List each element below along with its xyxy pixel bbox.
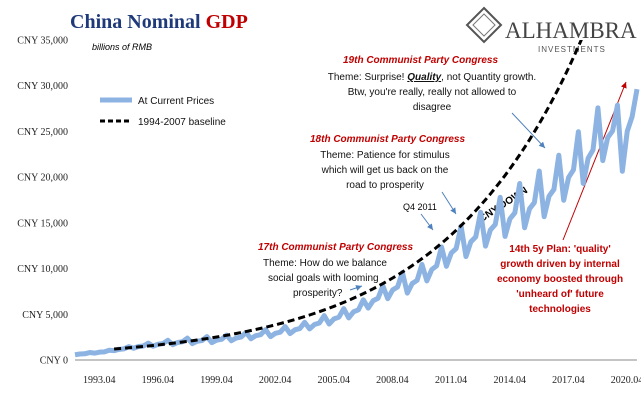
y-tick-label: CNY 15,000: [17, 218, 68, 229]
logo: ALHAMBRA INVESTMENTS: [465, 6, 637, 54]
x-tick-label: 1999.04: [200, 375, 233, 386]
annotation-line: Theme: How do we balance: [263, 258, 387, 269]
legend-label: At Current Prices: [138, 96, 214, 107]
legend: At Current Prices 1994-2007 baseline: [100, 96, 226, 128]
annotation-title: 18th Communist Party Congress: [310, 134, 465, 145]
annotation-line: Btw, you're really, really not allowed t…: [348, 87, 517, 98]
legend-label: 1994-2007 baseline: [138, 117, 226, 128]
x-tick-label: 1996.04: [142, 375, 175, 386]
annotation-line: 14th 5y Plan: 'quality': [509, 244, 610, 255]
chart-title: China Nominal GDP: [70, 11, 248, 33]
series-line: [74, 88, 640, 358]
arrow: [420, 213, 434, 231]
annotation-title: 19th Communist Party Congress: [343, 55, 498, 66]
y-tick-label: CNY 20,000: [17, 173, 68, 184]
x-tick-label: 2008.04: [376, 375, 409, 386]
annotation-title: 17th Communist Party Congress: [258, 242, 413, 253]
x-tick-label: 1993.04: [83, 375, 116, 386]
annotation: Q4 2011: [403, 202, 437, 212]
y-tick-label: CNY 35,000: [17, 36, 68, 47]
y-tick-label: CNY 10,000: [17, 264, 68, 275]
title-highlight: GDP: [206, 11, 248, 33]
x-tick-label: 2014.04: [493, 375, 526, 386]
annotation-line: Theme: Surprise! Quality, not Quantity g…: [328, 72, 536, 83]
annotation-line: 'unheard of' future: [516, 289, 604, 300]
x-tick-label: 2005.04: [318, 375, 351, 386]
y-tick-label: CNY 0: [40, 356, 68, 367]
arrow: [349, 285, 363, 291]
annotation-line: technologies: [529, 304, 591, 315]
y-tick-label: CNY 5,000: [22, 310, 68, 321]
subtitle: billions of RMB: [92, 42, 152, 52]
annotation-part: Theme: Surprise!: [328, 72, 407, 83]
annotation-line: economy boosted through: [497, 274, 623, 285]
annotation-line: which will get us back on the: [321, 165, 449, 176]
annotation-part: Quality: [407, 72, 441, 83]
arrow: [441, 191, 457, 215]
x-tick-label: 2002.04: [259, 375, 292, 386]
logo-name: ALHAMBRA: [505, 18, 637, 43]
annotation-line: social goals with looming: [268, 273, 379, 284]
x-tick-label: 2017.04: [552, 375, 585, 386]
y-tick-label: CNY 30,000: [17, 81, 68, 92]
annotation-line: prosperity?: [293, 288, 343, 299]
annotation-part: , not Quantity growth.: [441, 72, 536, 83]
title-text: China Nominal: [70, 11, 206, 33]
series-line: [113, 40, 583, 351]
annotation-line: growth driven by internal: [500, 259, 620, 270]
annotation-line: road to prosperity: [346, 180, 424, 191]
x-tick-label: 2020.04: [611, 375, 641, 386]
annotation-line: disagree: [413, 102, 452, 113]
arrow: [511, 112, 546, 149]
annotations: 19th Communist Party Congress Theme: Sur…: [258, 55, 627, 315]
x-tick-label: 2011.04: [435, 375, 467, 386]
logo-tagline: INVESTMENTS: [538, 45, 606, 54]
annotation-line: Theme: Patience for stimulus: [320, 150, 450, 161]
y-tick-label: CNY 25,000: [17, 127, 68, 138]
plot-area: [74, 40, 640, 358]
